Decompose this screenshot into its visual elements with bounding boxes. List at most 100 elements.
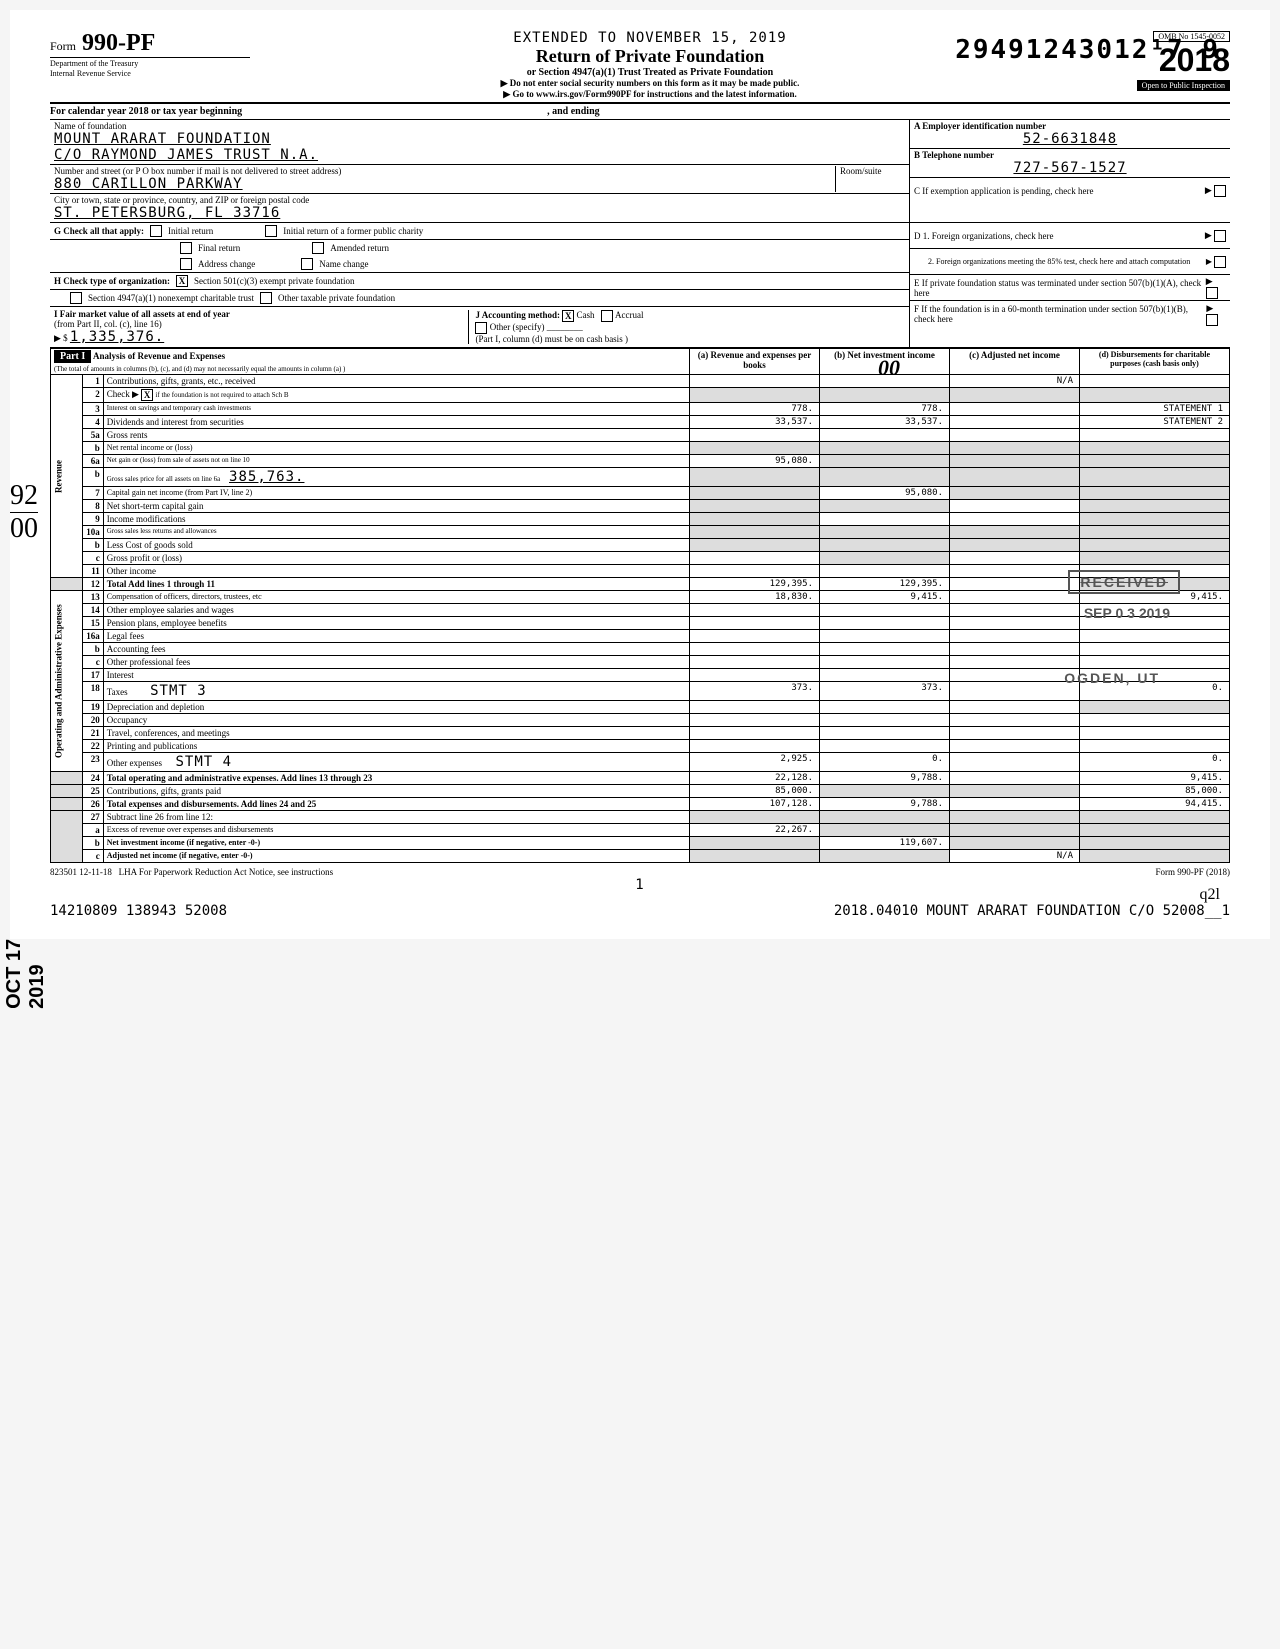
r2-label2: if the foundation is not required to att…	[155, 391, 288, 399]
row-16b: bAccounting fees	[51, 643, 1230, 656]
row-16c: cOther professional fees	[51, 656, 1230, 669]
r27c-num: c	[83, 850, 104, 863]
r12-b: 129,395.	[820, 578, 950, 591]
r13-label: Compensation of officers, directors, tru…	[103, 591, 689, 604]
and-ending-label: , and ending	[547, 106, 600, 117]
phone-row: B Telephone number 727-567-1527	[910, 149, 1230, 178]
r6b-val: 385,763.	[229, 469, 304, 485]
row-2: 2 Check ▶ X if the foundation is not req…	[51, 388, 1230, 403]
ein-label: A Employer identification number	[914, 121, 1226, 131]
d1-checkbox[interactable]	[1214, 230, 1226, 242]
accrual-label: Accrual	[615, 310, 643, 320]
row-27c: c Adjusted net income (if negative, ente…	[51, 850, 1230, 863]
r13-num: 13	[83, 591, 104, 604]
r12-num: 12	[83, 578, 104, 591]
d1-row: D 1. Foreign organizations, check here ▶	[910, 223, 1230, 249]
e-label: E If private foundation status was termi…	[914, 278, 1206, 298]
amended-checkbox[interactable]	[312, 242, 324, 254]
form-header-center: EXTENDED TO NOVEMBER 15, 2019 Return of …	[260, 30, 1040, 100]
row-23: 23 Other expenses STMT 4 2,925. 0. 0.	[51, 753, 1230, 772]
other-taxable-label: Other taxable private foundation	[278, 293, 395, 303]
name-change-checkbox[interactable]	[301, 258, 313, 270]
501c3-checkbox[interactable]: X	[176, 275, 188, 287]
initial-former-checkbox[interactable]	[265, 225, 277, 237]
r25-num: 25	[83, 785, 104, 798]
i-label: I Fair market value of all assets at end…	[54, 309, 230, 319]
form-number-block: Form 990-PF	[50, 30, 250, 57]
r17-label: Interest	[103, 669, 689, 682]
footer-bottom-right: 2018.04010 MOUNT ARARAT FOUNDATION C/O 5…	[834, 903, 1230, 919]
city-row: City or town, state or province, country…	[50, 194, 909, 222]
r10c-label: Gross profit or (loss)	[103, 552, 689, 565]
f-checkbox[interactable]	[1206, 314, 1218, 326]
exemption-checkbox[interactable]	[1214, 185, 1226, 197]
page-number: 1	[50, 877, 1230, 893]
row-5b: b Net rental income or (loss)	[51, 442, 1230, 455]
part1-badge: Part I	[54, 350, 91, 363]
r4-num: 4	[83, 416, 104, 429]
r8-label: Net short-term capital gain	[103, 500, 689, 513]
j-label: J Accounting method:	[475, 310, 560, 320]
r4-b: 33,537.	[820, 416, 950, 429]
r23-stmt: STMT 4	[175, 754, 232, 770]
row-6a: 6a Net gain or (loss) from sale of asset…	[51, 455, 1230, 468]
r19-num: 19	[83, 701, 104, 714]
row-8: 8 Net short-term capital gain	[51, 500, 1230, 513]
cash-label: Cash	[576, 310, 594, 320]
r23-label: Other expenses STMT 4	[103, 753, 689, 772]
r13-a: 18,830.	[690, 591, 820, 604]
r15-num: 15	[83, 617, 104, 630]
r16a-num: 16a	[83, 630, 104, 643]
row-26: 26 Total expenses and disbursements. Add…	[51, 798, 1230, 811]
address-change-checkbox[interactable]	[180, 258, 192, 270]
r27b-b: 119,607.	[820, 837, 950, 850]
row-14: 14Other employee salaries and wages	[51, 604, 1230, 617]
accrual-checkbox[interactable]	[601, 310, 613, 322]
row-27b: b Net investment income (if negative, en…	[51, 837, 1230, 850]
g-row-2: Final return Amended return	[50, 240, 909, 256]
received-date-stamp: SEP 0 3 2019	[1084, 605, 1170, 621]
other-method-checkbox[interactable]	[475, 322, 487, 334]
street-row: Number and street (or P O box number if …	[50, 165, 909, 194]
r3-num: 3	[83, 403, 104, 416]
d2-checkbox[interactable]	[1214, 256, 1226, 268]
fmv-value: 1,335,376.	[70, 329, 164, 345]
form-number: 990-PF	[82, 30, 155, 57]
dept-irs: Internal Revenue Service	[50, 68, 250, 78]
street-label: Number and street (or P O box number if …	[54, 166, 835, 176]
r26-d: 94,415.	[1080, 798, 1230, 811]
d1-label: D 1. Foreign organizations, check here	[914, 231, 1054, 241]
r5a-num: 5a	[83, 429, 104, 442]
r15-label: Pension plans, employee benefits	[103, 617, 689, 630]
cash-checkbox[interactable]: X	[562, 310, 574, 322]
4947-checkbox[interactable]	[70, 292, 82, 304]
r22-label: Printing and publications	[103, 740, 689, 753]
r3-label: Interest on savings and temporary cash i…	[103, 403, 689, 416]
col-a-header: (a) Revenue and expenses per books	[690, 349, 820, 375]
r9-num: 9	[83, 513, 104, 526]
r27-num: 27	[83, 811, 104, 824]
sch-b-checkbox[interactable]: X	[141, 389, 153, 401]
final-return-checkbox[interactable]	[180, 242, 192, 254]
r25-a: 85,000.	[690, 785, 820, 798]
r4-label: Dividends and interest from securities	[103, 416, 689, 429]
initial-return-checkbox[interactable]	[150, 225, 162, 237]
info-right: A Employer identification number 52-6631…	[910, 120, 1230, 222]
f-label: F If the foundation is in a 60-month ter…	[914, 304, 1206, 324]
row-24: 24 Total operating and administrative ex…	[51, 772, 1230, 785]
form-title: Return of Private Foundation	[260, 46, 1040, 67]
r10b-label: Less Cost of goods sold	[103, 539, 689, 552]
r1-label: Contributions, gifts, grants, etc., rece…	[103, 375, 689, 388]
r14-label: Other employee salaries and wages	[103, 604, 689, 617]
r18-label: Taxes STMT 3	[103, 682, 689, 701]
r23-num: 23	[83, 753, 104, 772]
foundation-name-2: C/O RAYMOND JAMES TRUST N.A.	[54, 147, 905, 163]
r20-label: Occupancy	[103, 714, 689, 727]
cal-year-label: For calendar year 2018 or tax year begin…	[50, 106, 242, 117]
other-taxable-checkbox[interactable]	[260, 292, 272, 304]
e-checkbox[interactable]	[1206, 287, 1218, 299]
footer-bottom: 14210809 138943 52008 2018.04010 MOUNT A…	[50, 893, 1230, 919]
r18-num: 18	[83, 682, 104, 701]
r16c-num: c	[83, 656, 104, 669]
initial-former-label: Initial return of a former public charit…	[283, 226, 423, 236]
